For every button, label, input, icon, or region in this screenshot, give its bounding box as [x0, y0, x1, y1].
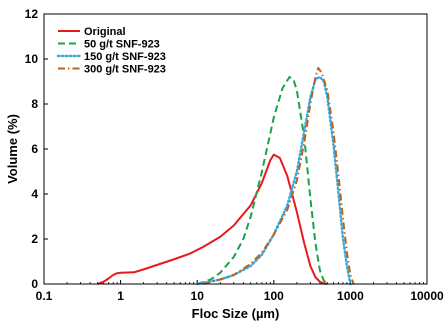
legend-label: 150 g/t SNF-923	[84, 51, 166, 63]
x-tick-label: 1000	[337, 289, 364, 303]
plot-frame	[43, 13, 428, 285]
x-tick-label: 10	[191, 289, 205, 303]
y-tick-label: 4	[31, 187, 38, 201]
series-line-2	[196, 76, 329, 285]
y-tick-label: 6	[31, 142, 38, 156]
y-tick-label: 8	[31, 97, 38, 111]
x-tick-label: 10000	[410, 289, 444, 303]
x-tick-label: 0.1	[36, 289, 53, 303]
y-tick-label: 0	[31, 277, 38, 291]
series-line-4	[203, 67, 355, 285]
y-tick-label: 12	[25, 7, 39, 21]
x-tick-label: 1	[117, 289, 124, 303]
legend-label: Original	[84, 26, 126, 38]
y-tick-label: 10	[25, 52, 39, 66]
y-axis-ticks: 0 2 4 6 8 10 12	[25, 7, 48, 291]
series-layer	[97, 67, 355, 286]
x-tick-label: 100	[264, 289, 284, 303]
legend-label: 50 g/t SNF-923	[84, 39, 160, 51]
series-line-1	[97, 153, 328, 285]
x-axis-title: Floc Size (µm)	[192, 306, 280, 321]
x-axis-ticks: 0.1 1 10 100 1000 10000	[36, 280, 444, 303]
y-axis-title: Volume (%)	[5, 114, 20, 184]
legend-label: 300 g/t SNF-923	[84, 64, 166, 76]
series-line-3	[196, 75, 352, 286]
y-tick-label: 2	[31, 232, 38, 246]
